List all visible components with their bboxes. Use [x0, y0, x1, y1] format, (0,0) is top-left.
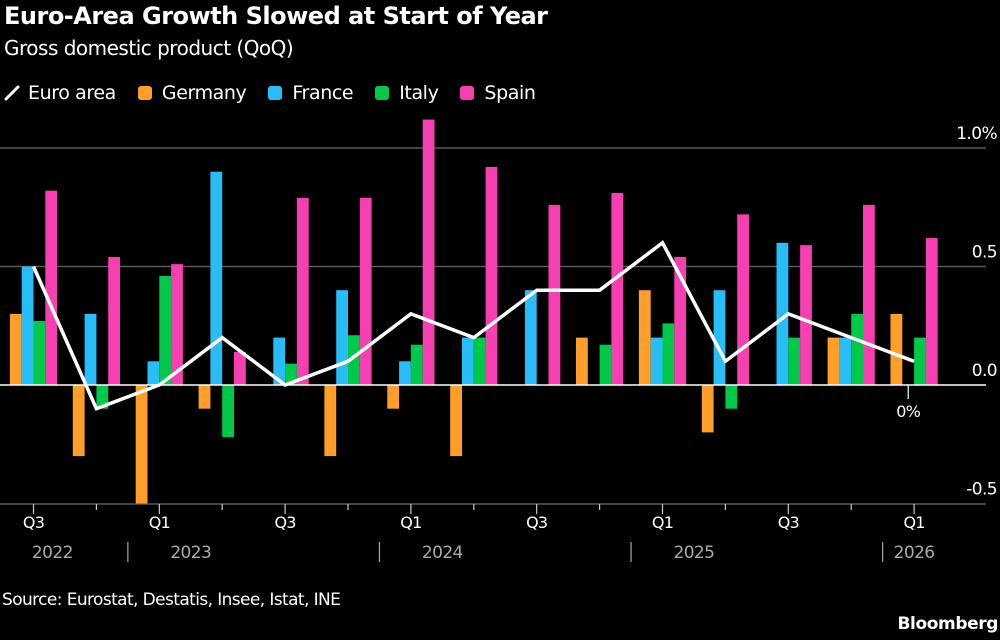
line-swatch-icon: [4, 85, 20, 101]
bar-germany: [198, 385, 211, 409]
x-tick-label: Q1: [149, 513, 170, 532]
bar-italy: [851, 313, 863, 385]
bar-spain: [234, 351, 246, 385]
bar-italy: [599, 344, 612, 385]
y-tick-label: 0.0: [972, 361, 997, 381]
bar-italy: [788, 337, 801, 385]
y-tick-label: 0.5: [972, 243, 997, 263]
year-label: 2023: [170, 543, 211, 563]
year-label: 2025: [674, 543, 715, 563]
swatch-icon: [460, 86, 475, 100]
y-tick-label: -0.5: [966, 480, 997, 500]
bar-italy: [662, 323, 675, 385]
legend-label: Italy: [399, 82, 439, 104]
swatch-icon: [268, 86, 283, 100]
x-tick-label: Q1: [904, 513, 925, 532]
source-note: Source: Eurostat, Destatis, Insee, Istat…: [2, 590, 341, 610]
legend-item-france: France: [268, 82, 354, 104]
bar-france: [21, 266, 34, 385]
bar-italy: [473, 337, 486, 385]
bar-germany: [638, 290, 651, 385]
bar-germany: [387, 385, 400, 409]
bar-spain: [674, 257, 687, 385]
legend-item-spain: Spain: [460, 82, 536, 104]
legend-item-euro-area: Euro area: [4, 82, 116, 104]
bar-france: [273, 337, 286, 385]
x-tick-label: Q3: [275, 513, 296, 532]
bar-spain: [925, 238, 938, 385]
bar-spain: [108, 257, 120, 385]
bar-france: [84, 313, 97, 385]
bar-germany: [450, 385, 462, 457]
bar-germany: [135, 385, 148, 504]
bar-spain: [359, 197, 372, 385]
legend-item-italy: Italy: [375, 82, 439, 104]
bar-germany: [72, 385, 85, 457]
bar-spain: [863, 204, 875, 385]
bar-italy: [33, 321, 46, 385]
bar-germany: [324, 385, 337, 457]
bar-france: [147, 361, 160, 385]
legend-item-germany: Germany: [137, 82, 247, 104]
bar-italy: [96, 385, 109, 409]
bar-italy: [159, 275, 172, 385]
bar-germany: [827, 337, 840, 385]
legend-label: France: [292, 82, 354, 104]
bar-france: [524, 290, 537, 385]
bar-france: [713, 290, 726, 385]
bar-france: [839, 337, 852, 385]
bar-spain: [485, 166, 498, 385]
bar-germany: [890, 313, 903, 385]
line-euro-area: [31, 240, 915, 411]
y-tick-label: 1.0%: [956, 124, 997, 144]
swatch-icon: [375, 86, 390, 100]
chart-title: Euro-Area Growth Slowed at Start of Year: [4, 2, 548, 30]
bar-spain: [45, 190, 58, 385]
x-tick-label: Q3: [778, 513, 799, 532]
bar-spain: [171, 264, 183, 385]
annotation-label: 0%: [896, 402, 920, 421]
year-label: 2024: [422, 543, 463, 563]
bar-italy: [725, 385, 738, 409]
bar-spain: [737, 214, 749, 385]
year-label: 2022: [32, 543, 73, 563]
bar-germany: [576, 337, 588, 385]
bar-france: [210, 171, 223, 385]
x-tick-label: Q1: [652, 513, 673, 532]
bar-spain: [611, 193, 624, 385]
swatch-icon: [137, 86, 152, 100]
legend: Euro area Germany France Italy Spain: [4, 82, 558, 104]
bloomberg-logo: Bloomberg: [897, 614, 998, 634]
bar-germany: [701, 385, 714, 433]
x-tick-label: Q1: [400, 513, 421, 532]
x-tick-label: Q3: [23, 513, 44, 532]
x-tick-label: Q3: [526, 513, 547, 532]
bar-france: [399, 361, 411, 385]
legend-label: Euro area: [28, 82, 116, 104]
bar-italy: [285, 363, 297, 385]
legend-label: Germany: [161, 82, 247, 104]
year-label: 2026: [894, 543, 935, 563]
bar-france: [650, 337, 663, 385]
bar-germany: [9, 313, 22, 385]
bar-italy: [222, 385, 234, 438]
bar-france: [336, 290, 348, 385]
bar-spain: [296, 197, 309, 385]
bar-spain: [548, 204, 561, 385]
chart-subtitle: Gross domestic product (QoQ): [4, 36, 294, 60]
bar-italy: [410, 344, 423, 385]
bar-italy: [348, 335, 360, 385]
legend-label: Spain: [484, 82, 536, 104]
bar-spain: [800, 245, 812, 385]
bar-italy: [914, 337, 926, 385]
bar-france: [462, 337, 474, 385]
bar-france: [776, 242, 789, 385]
bar-spain: [422, 119, 435, 385]
